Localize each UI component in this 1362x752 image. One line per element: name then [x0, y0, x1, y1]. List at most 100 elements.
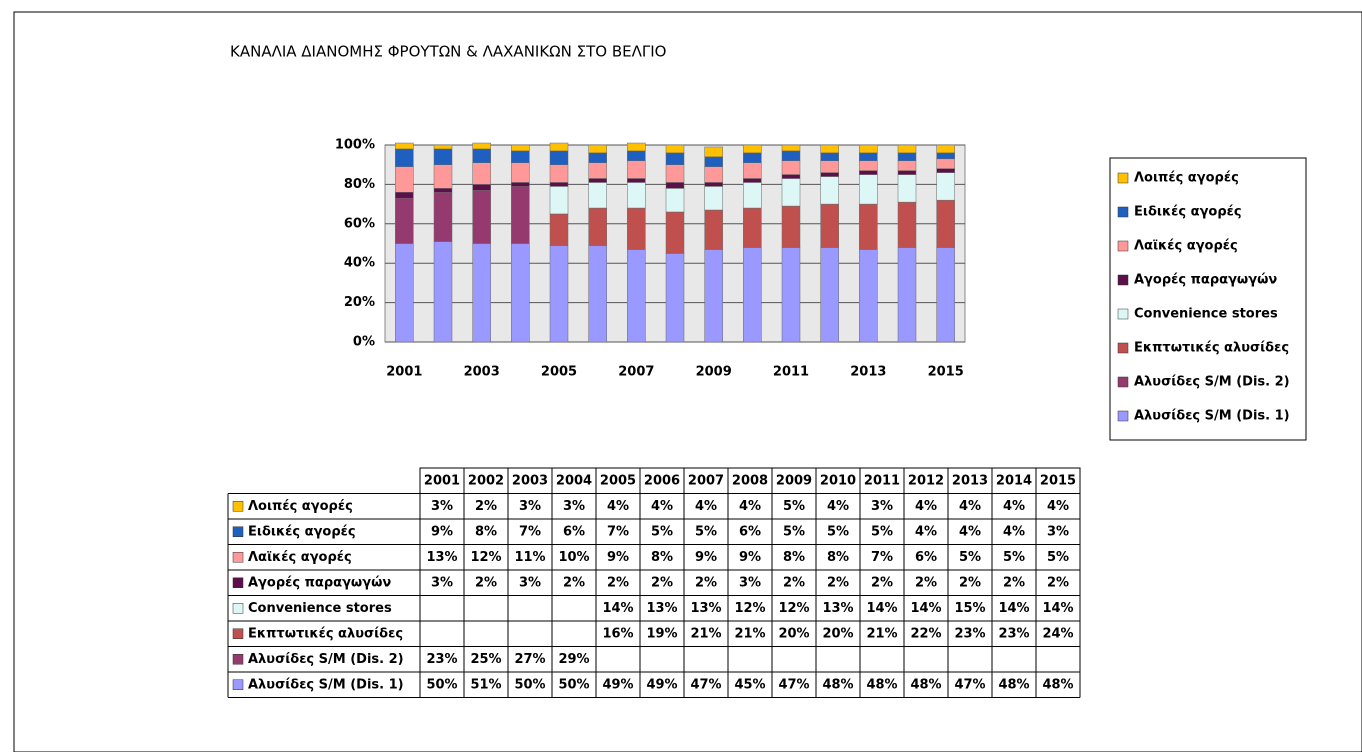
table-cell: 7%	[607, 524, 629, 539]
table-cell: 48%	[866, 677, 897, 692]
y-tick-label: 80%	[344, 177, 375, 192]
bar-segment	[433, 164, 453, 189]
bar-segment	[859, 203, 878, 250]
table-header: 2014	[996, 473, 1032, 488]
bar-segment	[472, 190, 491, 244]
table-cell: 25%	[470, 652, 501, 667]
table-cell: 6%	[563, 524, 585, 539]
bar-segment	[511, 150, 530, 163]
table-cell: 50%	[514, 677, 545, 692]
table-swatch	[232, 679, 244, 690]
table-cell: 16%	[602, 626, 633, 641]
y-tick-label: 100%	[335, 138, 375, 153]
table-cell: 13%	[646, 601, 677, 616]
table-cell: 5%	[783, 499, 805, 514]
bar-segment	[395, 166, 414, 193]
table-cell: 9%	[695, 550, 717, 565]
bar-segment	[665, 211, 685, 254]
table-swatch	[232, 526, 244, 537]
table-header: 2005	[600, 473, 636, 488]
table-row-label: Convenience stores	[248, 601, 392, 616]
bar-segment	[781, 144, 801, 152]
table-cell: 2%	[783, 575, 805, 590]
table-cell: 47%	[690, 677, 721, 692]
table-cell: 3%	[871, 499, 893, 514]
bar-segment	[665, 182, 685, 189]
table-cell: 2%	[959, 575, 981, 590]
bar-segment	[897, 160, 917, 171]
table-cell: 3%	[431, 499, 453, 514]
table-cell: 2%	[563, 575, 585, 590]
bar-segment	[395, 197, 414, 244]
bar-segment	[704, 186, 723, 211]
table-header: 2011	[864, 473, 900, 488]
bar-segment	[820, 152, 839, 162]
table-cell: 2%	[915, 575, 937, 590]
table-cell: 21%	[734, 626, 765, 641]
bar-segment	[472, 162, 491, 185]
bar-segment	[433, 148, 453, 165]
table-cell: 4%	[915, 524, 937, 539]
bar-segment	[743, 178, 762, 183]
bar-segment	[588, 245, 607, 343]
legend-label: Λοιπές αγορές	[1134, 171, 1239, 186]
bar-segment	[627, 142, 646, 152]
bar-segment	[433, 144, 453, 150]
table-cell: 12%	[470, 550, 501, 565]
table-cell: 3%	[431, 575, 453, 590]
table-cell: 23%	[954, 626, 985, 641]
table-header: 2001	[424, 473, 460, 488]
table-cell: 5%	[959, 550, 981, 565]
legend-label: Convenience stores	[1134, 307, 1278, 322]
bar-segment	[511, 144, 530, 152]
bar-segment	[433, 192, 453, 242]
table-cell: 2%	[651, 575, 673, 590]
table-row-label: Εκπτωτικές αλυσίδες	[248, 626, 403, 641]
bar-segment	[472, 148, 491, 163]
legend-label: Αλυσίδες S/M (Dis. 1)	[1134, 409, 1290, 424]
table-cell: 6%	[739, 524, 761, 539]
bar-segment	[472, 184, 491, 191]
table-cell: 49%	[602, 677, 633, 692]
table-header: 2008	[732, 473, 768, 488]
table-header: 2006	[644, 473, 680, 488]
x-tick-label: 2009	[696, 365, 732, 380]
bar-segment	[859, 174, 878, 205]
bar-segment	[627, 178, 646, 183]
table-cell: 6%	[915, 550, 937, 565]
table-swatch	[232, 577, 244, 588]
legend-swatch	[1117, 376, 1129, 388]
bar-segment	[743, 162, 762, 179]
bar-segment	[549, 245, 569, 343]
table-header: 2012	[908, 473, 944, 488]
table-cell: 50%	[558, 677, 589, 692]
table-cell: 4%	[1047, 499, 1069, 514]
table-cell: 48%	[910, 677, 941, 692]
table-cell: 14%	[998, 601, 1029, 616]
chart-title: ΚΑΝΑΛΙΑ ΔΙΑΝΟΜΗΣ ΦΡΟΥΤΩΝ & ΛΑΧΑΝΙΚΩΝ ΣΤΟ…	[230, 43, 666, 61]
table-cell: 15%	[954, 601, 985, 616]
legend-swatch	[1117, 172, 1129, 184]
table-cell: 4%	[827, 499, 849, 514]
table-cell: 4%	[607, 499, 629, 514]
table-cell: 2%	[1003, 575, 1025, 590]
bar-segment	[627, 182, 646, 209]
bar-segment	[936, 168, 955, 173]
bar-segment	[781, 150, 801, 162]
table-swatch	[232, 654, 244, 665]
bar-segment	[588, 152, 607, 163]
bar-segment	[588, 207, 607, 246]
table-cell: 23%	[426, 652, 457, 667]
bar-segment	[549, 142, 569, 152]
table-cell: 5%	[695, 524, 717, 539]
table-row-label: Αλυσίδες S/M (Dis. 1)	[248, 677, 404, 692]
table-swatch	[232, 552, 244, 563]
y-tick-label: 60%	[344, 216, 375, 231]
bar-segment	[704, 209, 723, 250]
table-cell: 45%	[734, 677, 765, 692]
table-cell: 9%	[607, 550, 629, 565]
y-tick-label: 0%	[353, 335, 375, 350]
bar-segment	[549, 213, 569, 246]
